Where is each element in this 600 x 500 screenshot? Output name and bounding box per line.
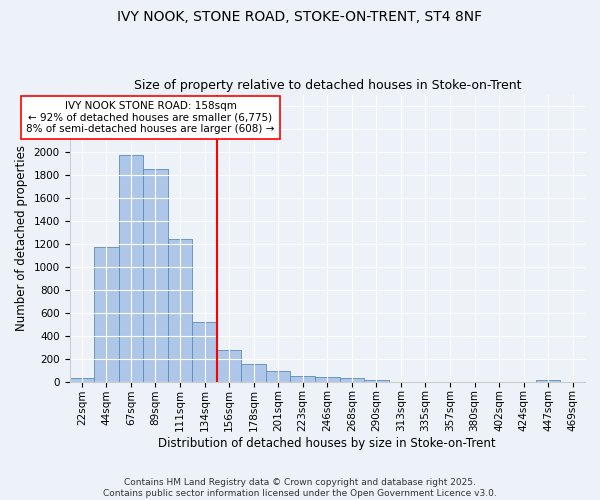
- Title: Size of property relative to detached houses in Stoke-on-Trent: Size of property relative to detached ho…: [134, 79, 521, 92]
- Bar: [290, 376, 315, 382]
- Bar: [266, 372, 290, 382]
- Bar: [168, 238, 192, 382]
- Bar: [241, 364, 266, 382]
- Bar: [217, 350, 241, 382]
- Bar: [536, 380, 560, 382]
- Bar: [192, 322, 217, 382]
- Text: Contains HM Land Registry data © Crown copyright and database right 2025.
Contai: Contains HM Land Registry data © Crown c…: [103, 478, 497, 498]
- Y-axis label: Number of detached properties: Number of detached properties: [15, 145, 28, 331]
- Bar: [315, 377, 340, 382]
- Bar: [70, 378, 94, 382]
- Text: IVY NOOK, STONE ROAD, STOKE-ON-TRENT, ST4 8NF: IVY NOOK, STONE ROAD, STOKE-ON-TRENT, ST…: [118, 10, 482, 24]
- Text: IVY NOOK STONE ROAD: 158sqm
← 92% of detached houses are smaller (6,775)
8% of s: IVY NOOK STONE ROAD: 158sqm ← 92% of det…: [26, 101, 275, 134]
- Bar: [143, 168, 168, 382]
- Bar: [119, 155, 143, 382]
- Bar: [340, 378, 364, 382]
- X-axis label: Distribution of detached houses by size in Stoke-on-Trent: Distribution of detached houses by size …: [158, 437, 496, 450]
- Bar: [94, 246, 119, 382]
- Bar: [364, 380, 389, 382]
